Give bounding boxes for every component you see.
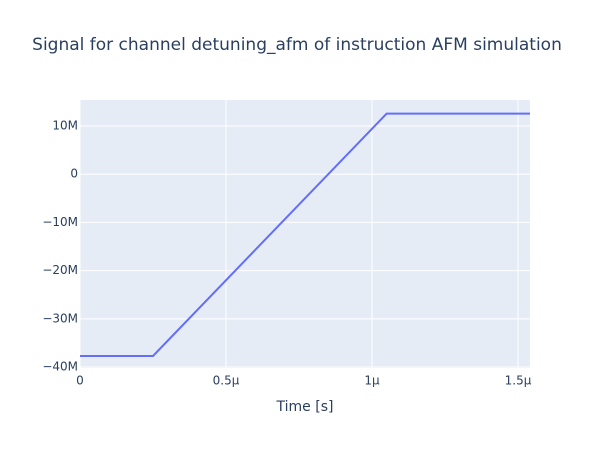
x-tick-label: 0	[76, 374, 84, 388]
x-tick-label: 0.5μ	[213, 374, 240, 388]
x-tick-label: 1μ	[364, 374, 380, 388]
plot-area	[80, 100, 530, 368]
y-tick-label: −30M	[42, 311, 78, 325]
y-tick-label: −20M	[42, 263, 78, 277]
x-axis-label: Time [s]	[276, 399, 334, 415]
y-tick-label: −40M	[42, 360, 78, 374]
y-tick-label: 10M	[52, 119, 78, 133]
chart-title: Signal for channel detuning_afm of instr…	[32, 35, 562, 55]
line-series	[80, 112, 530, 357]
y-tick-label: −10M	[42, 215, 78, 229]
y-tick-label: 0	[70, 167, 78, 181]
x-tick-label: 1.5μ	[505, 374, 532, 388]
